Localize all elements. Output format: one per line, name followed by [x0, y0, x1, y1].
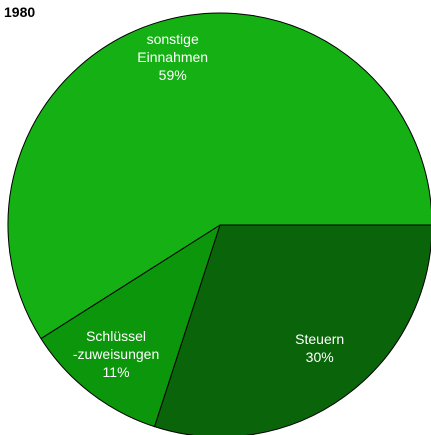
category-label: Steuern: [295, 331, 344, 347]
value-label: 59%: [159, 67, 187, 83]
slice-label: Steuern 30%: [295, 331, 344, 365]
pie-slice: [153, 224, 431, 435]
slice-label: Schlüssel -zuweisungen 11%: [73, 328, 159, 380]
pie-slice: [40, 223, 221, 428]
slice-label: sonstige Einnahmen 59%: [137, 31, 208, 83]
chart-title: 1980: [4, 4, 35, 20]
pie-slice: [7, 12, 431, 340]
value-label: 30%: [306, 349, 334, 365]
value-label: 11%: [103, 364, 130, 380]
category-label: Schlüssel -zuweisungen: [73, 328, 159, 362]
category-label: sonstige Einnahmen: [137, 31, 208, 65]
